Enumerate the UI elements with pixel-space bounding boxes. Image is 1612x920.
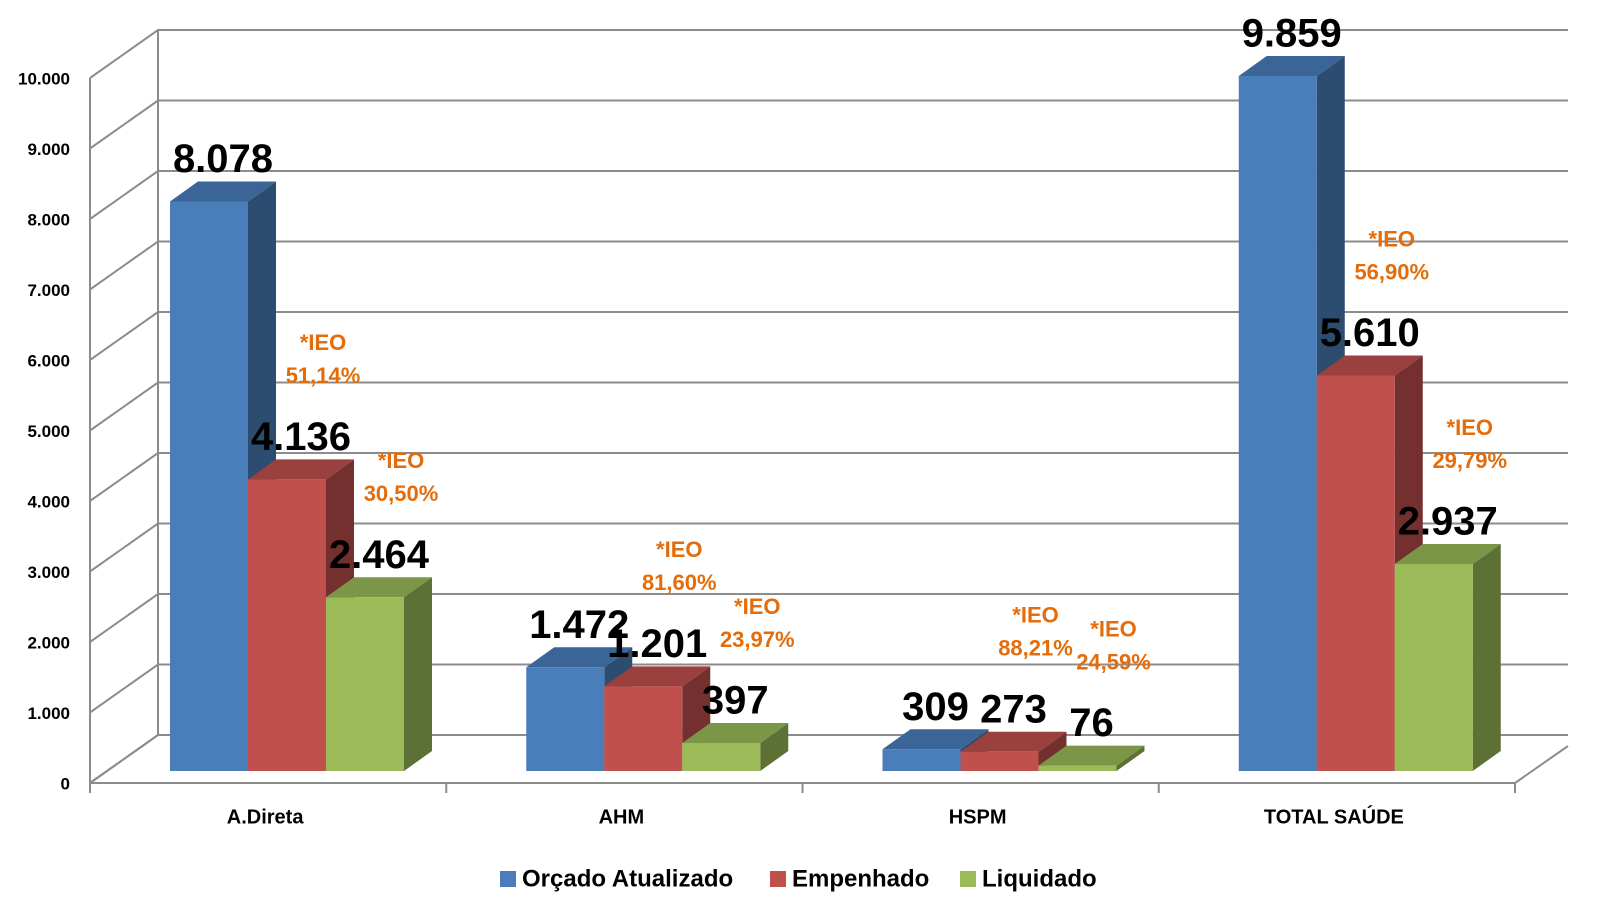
grid-line bbox=[89, 311, 1568, 361]
grid-line bbox=[89, 593, 1568, 643]
bar-top bbox=[960, 731, 1067, 752]
ieo-label: 23,97% bbox=[720, 627, 795, 652]
legend-label: Empenhado bbox=[792, 865, 929, 892]
bar bbox=[1316, 375, 1395, 771]
grid-line bbox=[89, 99, 1568, 150]
value-label: 5.610 bbox=[1320, 311, 1420, 355]
legend-label: Liquidado bbox=[982, 865, 1097, 892]
ieo-prefix: *IEO bbox=[1012, 603, 1058, 628]
bar bbox=[526, 667, 605, 771]
y-tick-label: 2.000 bbox=[27, 633, 70, 652]
bar bbox=[170, 201, 248, 772]
ieo-label: 30,50% bbox=[364, 481, 439, 506]
ieo-label: 24,59% bbox=[1076, 649, 1151, 674]
bar-side bbox=[404, 577, 432, 771]
value-label: 309 bbox=[902, 685, 969, 729]
grid-line bbox=[89, 381, 1568, 432]
bar-top bbox=[604, 666, 711, 687]
grid-line bbox=[89, 522, 1568, 573]
value-label: 1.472 bbox=[529, 603, 629, 647]
y-tick-label: 3.000 bbox=[27, 563, 70, 582]
bar bbox=[604, 686, 683, 771]
y-tick-label: 7.000 bbox=[27, 281, 70, 300]
bar bbox=[1238, 75, 1317, 772]
bar-top bbox=[526, 647, 633, 668]
grid-line bbox=[89, 734, 1568, 784]
value-label: 4.136 bbox=[251, 415, 351, 459]
bar-side bbox=[1116, 745, 1145, 771]
ieo-prefix: *IEO bbox=[734, 594, 780, 619]
bar-top bbox=[882, 729, 989, 750]
bar-top bbox=[1238, 55, 1345, 76]
ieo-prefix: *IEO bbox=[656, 537, 702, 562]
bar-side bbox=[1472, 543, 1501, 771]
grid-line bbox=[89, 29, 1568, 79]
bar bbox=[1038, 765, 1117, 771]
bar bbox=[682, 743, 761, 771]
bar bbox=[326, 597, 404, 771]
grid-line bbox=[89, 240, 1568, 291]
bar-top bbox=[326, 577, 432, 598]
value-label: 76 bbox=[1069, 701, 1114, 745]
bar-top bbox=[248, 459, 354, 480]
bar bbox=[1394, 563, 1473, 771]
y-tick-label: 4.000 bbox=[27, 492, 70, 511]
ieo-prefix: *IEO bbox=[378, 448, 424, 473]
ieo-prefix: *IEO bbox=[1447, 415, 1493, 440]
y-tick-label: 5.000 bbox=[27, 422, 70, 441]
grid-line bbox=[89, 663, 1568, 714]
legend-swatch bbox=[500, 871, 516, 887]
value-label: 9.859 bbox=[1242, 12, 1342, 56]
ieo-prefix: *IEO bbox=[1090, 616, 1136, 641]
legend-swatch bbox=[960, 871, 976, 887]
value-label: 2.464 bbox=[329, 533, 430, 577]
value-label: 8.078 bbox=[173, 137, 273, 181]
y-tick-label: 0 bbox=[61, 774, 70, 793]
x-tick-label: A.Direta bbox=[227, 806, 305, 828]
y-tick-label: 10.000 bbox=[18, 69, 70, 88]
y-tick-label: 6.000 bbox=[27, 351, 70, 370]
bar-top bbox=[1394, 543, 1501, 564]
bar-top bbox=[682, 723, 789, 744]
ieo-prefix: *IEO bbox=[1369, 226, 1415, 251]
y-tick-label: 8.000 bbox=[27, 210, 70, 229]
grid-line bbox=[89, 170, 1568, 220]
value-label: 397 bbox=[702, 679, 769, 723]
bar-side bbox=[760, 723, 789, 771]
x-tick-label: HSPM bbox=[949, 806, 1007, 828]
bar bbox=[882, 749, 961, 771]
value-label: 2.937 bbox=[1398, 500, 1498, 544]
y-tick-label: 9.000 bbox=[27, 140, 70, 159]
x-tick-label: AHM bbox=[599, 806, 645, 828]
ieo-label: 51,14% bbox=[286, 363, 361, 388]
floor-right-edge bbox=[1514, 745, 1569, 784]
value-label: 1.201 bbox=[607, 622, 707, 666]
ieo-label: 88,21% bbox=[998, 636, 1073, 661]
x-tick-label: TOTAL SAÚDE bbox=[1264, 804, 1404, 828]
bar-top bbox=[1038, 745, 1145, 766]
y-tick-label: 1.000 bbox=[27, 704, 70, 723]
legend-label: Orçado Atualizado bbox=[522, 865, 733, 892]
ieo-label: 56,90% bbox=[1354, 259, 1429, 284]
legend-swatch bbox=[770, 871, 786, 887]
value-label: 273 bbox=[980, 687, 1047, 731]
bar-top bbox=[170, 181, 276, 202]
grid-line bbox=[89, 452, 1568, 502]
bar-top bbox=[1316, 355, 1423, 376]
ieo-prefix: *IEO bbox=[300, 330, 346, 355]
ieo-label: 29,79% bbox=[1432, 448, 1507, 473]
ieo-label: 81,60% bbox=[642, 570, 717, 595]
bar bbox=[960, 751, 1039, 771]
bar bbox=[248, 479, 326, 771]
